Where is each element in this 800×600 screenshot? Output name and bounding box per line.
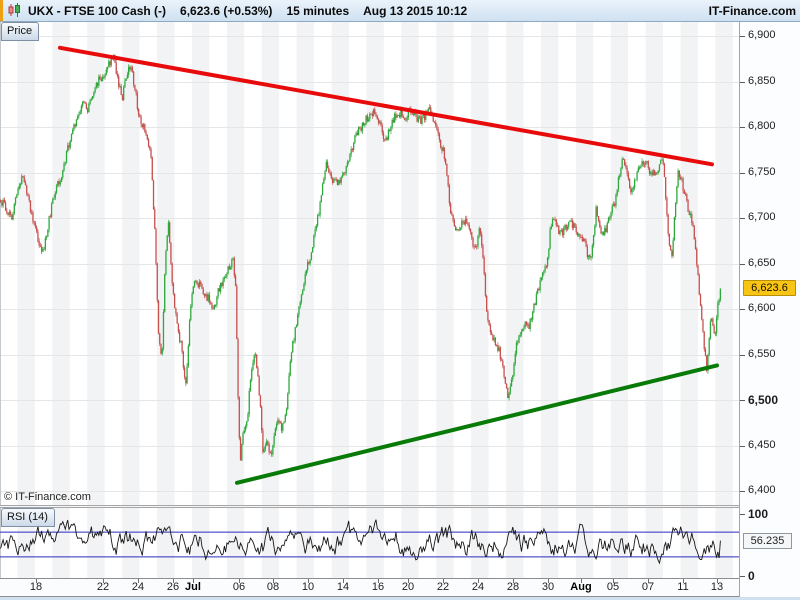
time-axis-label: 20 [401,581,415,593]
last-price-badge: 6,623.6 [743,280,796,296]
interval-label: 15 minutes [286,3,350,18]
price-axis-label: 6,800 [748,120,776,132]
price-axis-label: 6,550 [748,348,776,360]
title-bar: UKX - FTSE 100 Cash (-) 6,623.6 (+0.53%)… [0,0,800,22]
axis-tick [740,82,745,83]
time-axis-label: Jul [185,581,201,593]
time-axis-label: Aug [570,581,592,593]
time-axis-label: 22 [436,581,450,593]
accent-stripe [0,0,3,21]
rsi-value-box: 56.235 [743,533,792,549]
axis-tick [173,579,174,583]
price-axis-label: 6,450 [748,439,776,451]
axis-tick [193,579,194,583]
rsi-axis-label: 0 [748,569,755,583]
axis-tick [581,579,582,583]
time-axis-label: 13 [710,581,724,593]
rsi-indicator-chart[interactable] [0,508,739,578]
price-axis-label: 6,900 [748,29,776,41]
axis-tick [138,579,139,583]
price-axis-label: 6,850 [748,75,776,87]
time-axis-label: 24 [471,581,485,593]
axis-tick [478,579,479,583]
axis-tick [343,579,344,583]
price-axis[interactable]: 6,623.6 56.235 6,900 6,850 6,800 6,750 6,700… [739,22,800,597]
time-axis-label: 07 [641,581,655,593]
axis-tick [717,579,718,583]
time-axis-label: 11 [677,581,689,593]
time-axis-label: 08 [266,581,280,593]
axis-tick [648,579,649,583]
axis-tick [103,579,104,583]
axis-tick [378,579,379,583]
axis-tick [273,579,274,583]
axis-tick [740,446,745,447]
time-axis-label: 28 [506,581,520,593]
time-axis-label: 14 [336,581,350,593]
axis-tick [443,579,444,583]
time-axis-label: 18 [29,581,43,593]
axis-tick [740,173,745,174]
price-axis-label: 6,700 [748,211,776,223]
axis-tick [548,579,549,583]
axis-tick [740,218,745,219]
axis-tick [36,579,37,583]
axis-tick [740,400,745,401]
axis-tick [740,264,745,265]
axis-tick [408,579,409,583]
time-axis-label: 22 [96,581,110,593]
datetime-label: Aug 13 2015 10:12 [363,3,468,18]
axis-tick [239,579,240,583]
candlestick-icon [7,3,22,18]
axis-tick [740,127,745,128]
time-axis-label: 05 [606,581,620,593]
axis-tick [740,36,745,37]
axis-tick [613,579,614,583]
time-axis-label: 24 [131,581,145,593]
axis-tick [740,309,745,310]
time-axis-label: 06 [232,581,246,593]
time-axis[interactable]: 18 22 24 26 Jul 06 08 10 14 16 20 22 24 28 30 Aug 05 07 11… [0,578,739,597]
price-axis-label: 6,600 [748,302,776,314]
time-axis-label: 30 [541,581,555,593]
axis-tick [740,491,745,492]
tab-rsi-indicator[interactable]: RSI (14) [1,508,55,527]
rsi-axis-label: 100 [748,507,769,521]
symbol-title: UKX - FTSE 100 Cash (-) [28,3,167,18]
window-bottom-edge [0,597,800,600]
time-axis-label: 26 [166,581,180,593]
time-axis-label: 16 [371,581,385,593]
axis-tick [683,579,684,583]
last-quote: 6,623.6 (+0.53%) [180,3,273,18]
price-axis-label: 6,400 [748,484,776,496]
axis-tick [513,579,514,583]
price-axis-label: 6,750 [748,166,776,178]
axis-tick [308,579,309,583]
tab-price[interactable]: Price [1,22,40,41]
axis-tick [740,576,745,577]
price-axis-label: 6,650 [748,257,776,269]
copyright-label: © IT-Finance.com [4,491,91,503]
pane-separator [0,505,739,508]
time-axis-label: 10 [301,581,315,593]
axis-tick [740,355,745,356]
price-axis-label: 6,500 [748,393,779,407]
axis-tick [740,514,745,515]
main-price-chart[interactable]: descending-resistanceascending-support [0,22,739,505]
brand-label: IT-Finance.com [708,3,796,18]
